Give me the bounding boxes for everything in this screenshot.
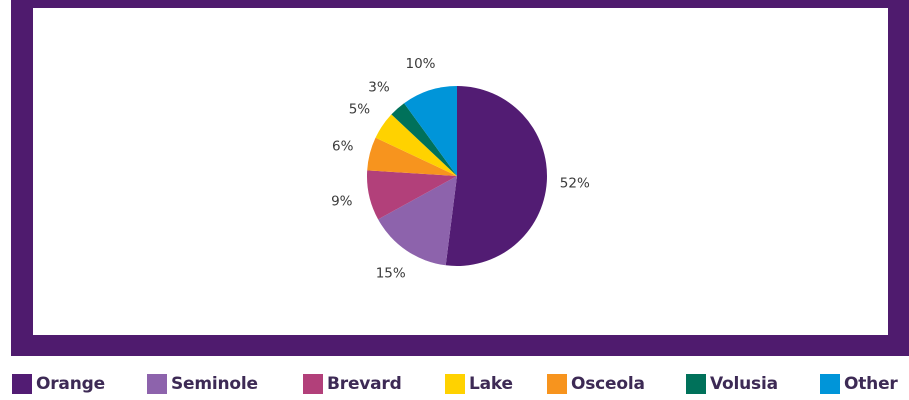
slice-label-other: 10% [405,56,435,72]
legend-item-volusia: Volusia [686,372,778,396]
legend-swatch-orange [12,374,32,394]
legend-item-seminole: Seminole [147,372,258,396]
legend-swatch-other [820,374,840,394]
pie-slice-volusia [391,103,457,176]
legend: Orange Seminole Brevard Lake Osceola Vol… [0,372,909,396]
legend-item-osceola: Osceola [547,372,645,396]
legend-label-other: Other [844,374,898,394]
pie-slice-osceola [367,137,457,176]
legend-swatch-brevard [303,374,323,394]
slice-label-seminole: 15% [376,266,406,282]
legend-label-lake: Lake [469,374,513,394]
legend-swatch-seminole [147,374,167,394]
pie-slice-other [404,86,457,176]
slice-label-volusia: 3% [368,80,390,96]
pie-slice-brevard [367,170,457,220]
legend-swatch-volusia [686,374,706,394]
pie-slice-orange [445,86,548,266]
legend-label-osceola: Osceola [571,374,645,394]
legend-item-other: Other [820,372,898,396]
legend-item-lake: Lake [445,372,513,396]
legend-label-seminole: Seminole [171,374,258,394]
slice-label-osceola: 6% [332,139,354,155]
legend-item-brevard: Brevard [303,372,402,396]
legend-swatch-lake [445,374,465,394]
legend-swatch-osceola [547,374,567,394]
slice-label-brevard: 9% [331,194,353,210]
slice-label-orange: 52% [560,175,590,191]
pie-slice-seminole [378,176,457,266]
pie-slice-lake [375,114,457,176]
slice-label-lake: 5% [349,102,371,118]
legend-item-orange: Orange [12,372,105,396]
legend-label-volusia: Volusia [710,374,778,394]
legend-label-brevard: Brevard [327,374,402,394]
legend-label-orange: Orange [36,374,105,394]
